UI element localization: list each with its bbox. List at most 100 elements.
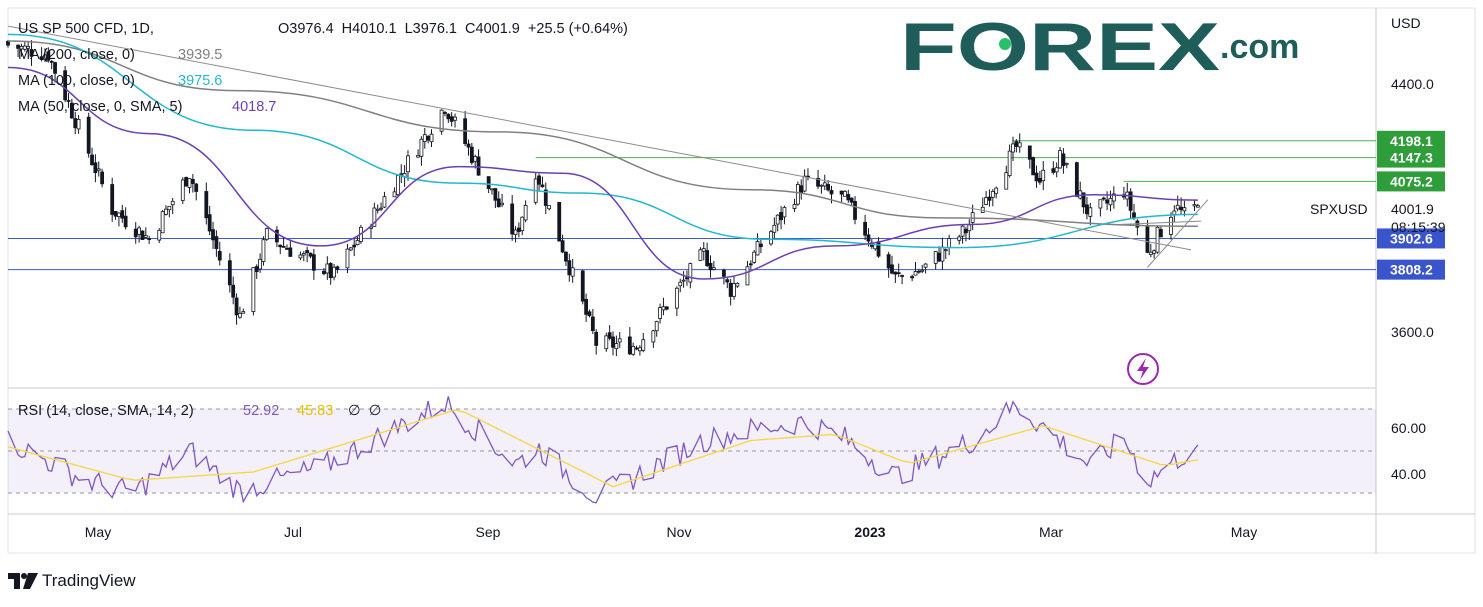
time-label-mar: Mar xyxy=(1039,524,1063,540)
candle-body xyxy=(416,155,420,158)
candle-body xyxy=(170,200,175,206)
candle-body xyxy=(1128,191,1133,211)
candle-body xyxy=(1061,153,1066,167)
candle-body xyxy=(1152,250,1157,254)
price-badge-4147.3 xyxy=(1377,147,1445,168)
candle-body xyxy=(1054,167,1059,173)
candle-body xyxy=(984,197,989,205)
price-axis-currency: USD xyxy=(1391,15,1421,31)
candle-body xyxy=(698,249,703,261)
candle-body xyxy=(957,236,962,241)
candle-body xyxy=(705,250,710,267)
candle-body xyxy=(207,214,212,232)
candle-body xyxy=(1051,168,1056,173)
candle-body xyxy=(234,297,239,316)
candle-body xyxy=(910,276,915,279)
price-badge-label-4147.3: 4147.3 xyxy=(1390,150,1433,166)
candle-body xyxy=(328,263,333,279)
ma200-label[interactable]: MA (200, close, 0) xyxy=(18,47,135,63)
flash-icon[interactable] xyxy=(1127,353,1159,385)
candle-body xyxy=(1034,172,1039,182)
candle-body xyxy=(570,267,575,277)
candle-body xyxy=(120,210,125,219)
candle-body xyxy=(701,248,706,252)
candle-body xyxy=(826,184,831,191)
candle-body xyxy=(113,210,118,217)
ma100-label[interactable]: MA (100, close, 0) xyxy=(18,73,135,89)
candle-body xyxy=(863,221,868,236)
candle-body xyxy=(543,189,548,206)
candle-body xyxy=(325,263,330,274)
price-axis[interactable]: USD 4400.0 3600.0 60.00 40.00 SPXUSD 400… xyxy=(1310,15,1446,482)
price-badge-label-3808.2: 3808.2 xyxy=(1390,262,1433,278)
candle-body xyxy=(301,253,306,256)
candle-body xyxy=(1132,212,1136,219)
candle-body xyxy=(496,198,501,208)
candle-body xyxy=(1064,162,1069,165)
candle-body xyxy=(110,184,115,215)
candle-body xyxy=(711,267,716,270)
candle-body xyxy=(429,133,434,143)
candle-body xyxy=(516,227,521,232)
price-badge-label-3902.6: 3902.6 xyxy=(1390,230,1433,246)
candle-body xyxy=(187,178,192,188)
candle-body xyxy=(745,266,750,286)
candle-body xyxy=(217,250,222,261)
rsi-label[interactable]: RSI (14, close, SMA, 14, 2) xyxy=(18,403,194,419)
candle-body xyxy=(241,311,246,314)
candle-body xyxy=(335,266,340,270)
candle-body xyxy=(345,248,350,269)
candle-body xyxy=(254,266,259,273)
ma50-label[interactable]: MA (50, close, 0, SMA, 5) xyxy=(18,99,182,115)
candle-body xyxy=(1155,226,1160,253)
candle-body xyxy=(1175,204,1180,210)
candle-body xyxy=(1007,150,1012,176)
candle-body xyxy=(564,251,568,262)
time-axis[interactable]: May Jul Sep Nov 2023 Mar May xyxy=(85,524,1257,540)
candle-body xyxy=(664,306,669,310)
candle-body xyxy=(1081,192,1086,208)
ma50-line xyxy=(7,66,1198,280)
candle-body xyxy=(190,178,195,184)
candle-body xyxy=(375,208,380,211)
candle-body xyxy=(510,203,515,235)
candle-body xyxy=(69,102,74,119)
candle-body xyxy=(990,191,995,198)
candle-body xyxy=(251,267,256,312)
rsi-layer xyxy=(7,396,1199,504)
candle-body xyxy=(281,245,286,248)
candle-body xyxy=(1088,207,1093,217)
candle-body xyxy=(735,283,740,287)
candle-body xyxy=(133,228,138,238)
candle-body xyxy=(560,240,565,253)
candle-body xyxy=(614,343,619,350)
moving-averages-layer xyxy=(7,33,1198,280)
candle-body xyxy=(100,171,105,185)
price-tick-3600: 3600.0 xyxy=(1391,324,1434,340)
tradingview-brand[interactable]: TradingView xyxy=(42,571,136,590)
candle-body xyxy=(732,283,736,297)
price-tick-4400: 4400.0 xyxy=(1391,76,1434,92)
footer: TradingView xyxy=(8,570,136,592)
candle-body xyxy=(288,247,293,257)
ohlc-readout: O3976.4 H4010.1 L3976.1 C4001.9 +25.5 (+… xyxy=(278,21,628,37)
candle-body xyxy=(540,184,545,188)
candle-body xyxy=(355,240,360,245)
candle-body xyxy=(1148,251,1153,255)
candle-body xyxy=(278,244,283,248)
candle-body xyxy=(900,275,904,277)
candle-body xyxy=(322,270,326,275)
symbol-title[interactable]: US SP 500 CFD, 1D, xyxy=(18,21,154,37)
candle-body xyxy=(964,228,968,234)
candle-body xyxy=(73,118,78,129)
candle-body xyxy=(392,191,397,198)
candle-body xyxy=(631,345,636,355)
candle-body xyxy=(1027,145,1032,160)
candle-body xyxy=(194,183,199,192)
candle-body xyxy=(157,229,162,241)
candle-body xyxy=(1111,193,1116,202)
candle-body xyxy=(819,184,824,187)
candle-body xyxy=(49,60,54,63)
forex-logo: FOREX .com xyxy=(893,9,1340,85)
time-label-nov: Nov xyxy=(667,524,692,540)
